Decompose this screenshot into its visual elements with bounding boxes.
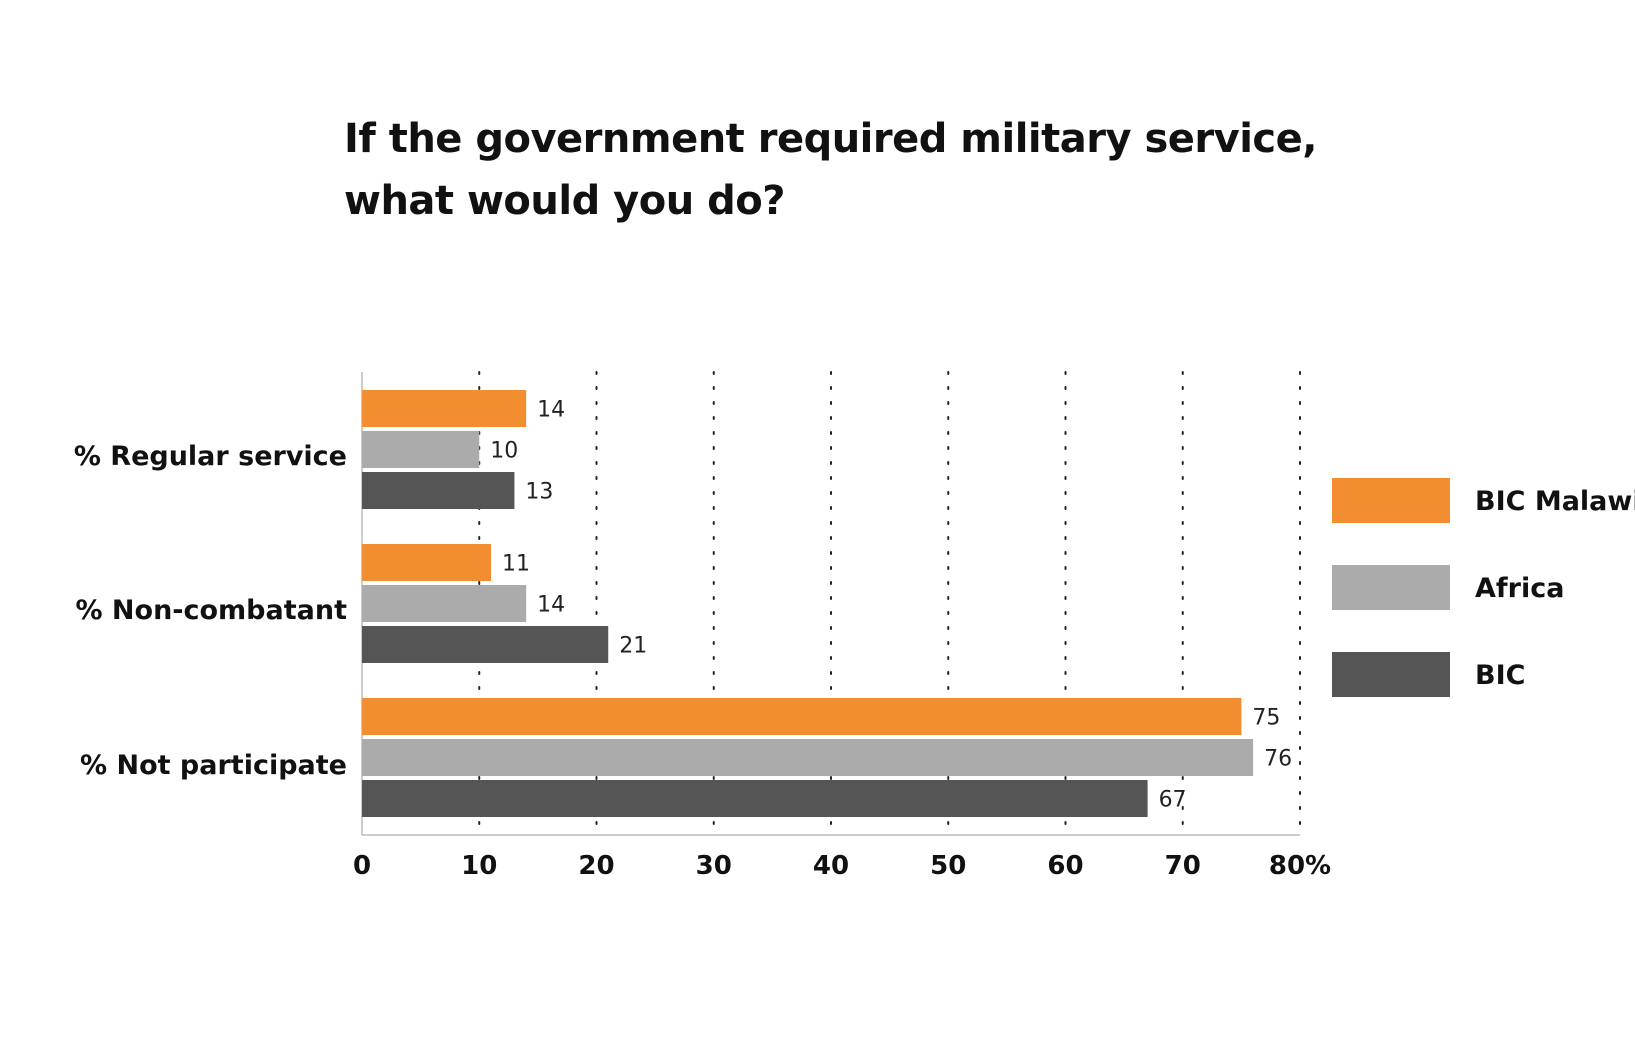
bars — [362, 390, 1254, 817]
data-label: 14 — [537, 398, 565, 423]
data-label: 10 — [490, 439, 518, 464]
bar — [362, 780, 1148, 817]
chart-title-line-2: what would you do? — [344, 178, 785, 224]
bar — [362, 698, 1242, 735]
x-tick-label: 60 — [1047, 851, 1083, 881]
bar — [362, 739, 1254, 776]
x-tick-label: 70 — [1165, 851, 1201, 881]
legend-label: BIC Malawi — [1475, 486, 1635, 517]
legend-label: Africa — [1475, 573, 1564, 604]
x-tick-label: 10 — [461, 851, 497, 881]
data-label: 75 — [1252, 706, 1280, 731]
legend: BIC Malawi Africa BIC — [1332, 478, 1635, 697]
legend-swatch — [1332, 652, 1450, 697]
bar — [362, 431, 480, 468]
data-label: 67 — [1159, 788, 1187, 813]
data-label: 13 — [525, 480, 553, 505]
data-label: 14 — [537, 593, 565, 618]
x-tick-label: 20 — [578, 851, 614, 881]
chart-title: If the government required military serv… — [344, 108, 1317, 232]
bar — [362, 390, 527, 427]
bar — [362, 626, 609, 663]
data-labels: 14 10 13 11 14 21 75 76 67 — [490, 398, 1292, 813]
data-label: 76 — [1264, 747, 1292, 772]
legend-swatch — [1332, 565, 1450, 610]
chart-title-line-1: If the government required military serv… — [344, 116, 1317, 162]
x-tick-label: 0 — [353, 851, 371, 881]
legend-swatch — [1332, 478, 1450, 523]
x-tick-label: 80% — [1269, 851, 1331, 881]
x-tick-label: 30 — [696, 851, 732, 881]
bar — [362, 472, 515, 509]
category-label: % Regular service — [74, 441, 347, 472]
bar — [362, 585, 527, 622]
x-tick-label: 40 — [813, 851, 849, 881]
legend-label: BIC — [1475, 660, 1525, 691]
category-label: % Non-combatant — [75, 595, 347, 626]
category-label: % Not participate — [80, 750, 347, 781]
data-label: 11 — [502, 552, 530, 577]
data-label: 21 — [619, 634, 647, 659]
x-tick-labels: 0 10 20 30 40 50 60 70 80% — [353, 851, 1331, 881]
bar — [362, 544, 491, 581]
category-labels: % Regular service % Non-combatant % Not pa… — [74, 441, 347, 781]
x-tick-label: 50 — [930, 851, 966, 881]
